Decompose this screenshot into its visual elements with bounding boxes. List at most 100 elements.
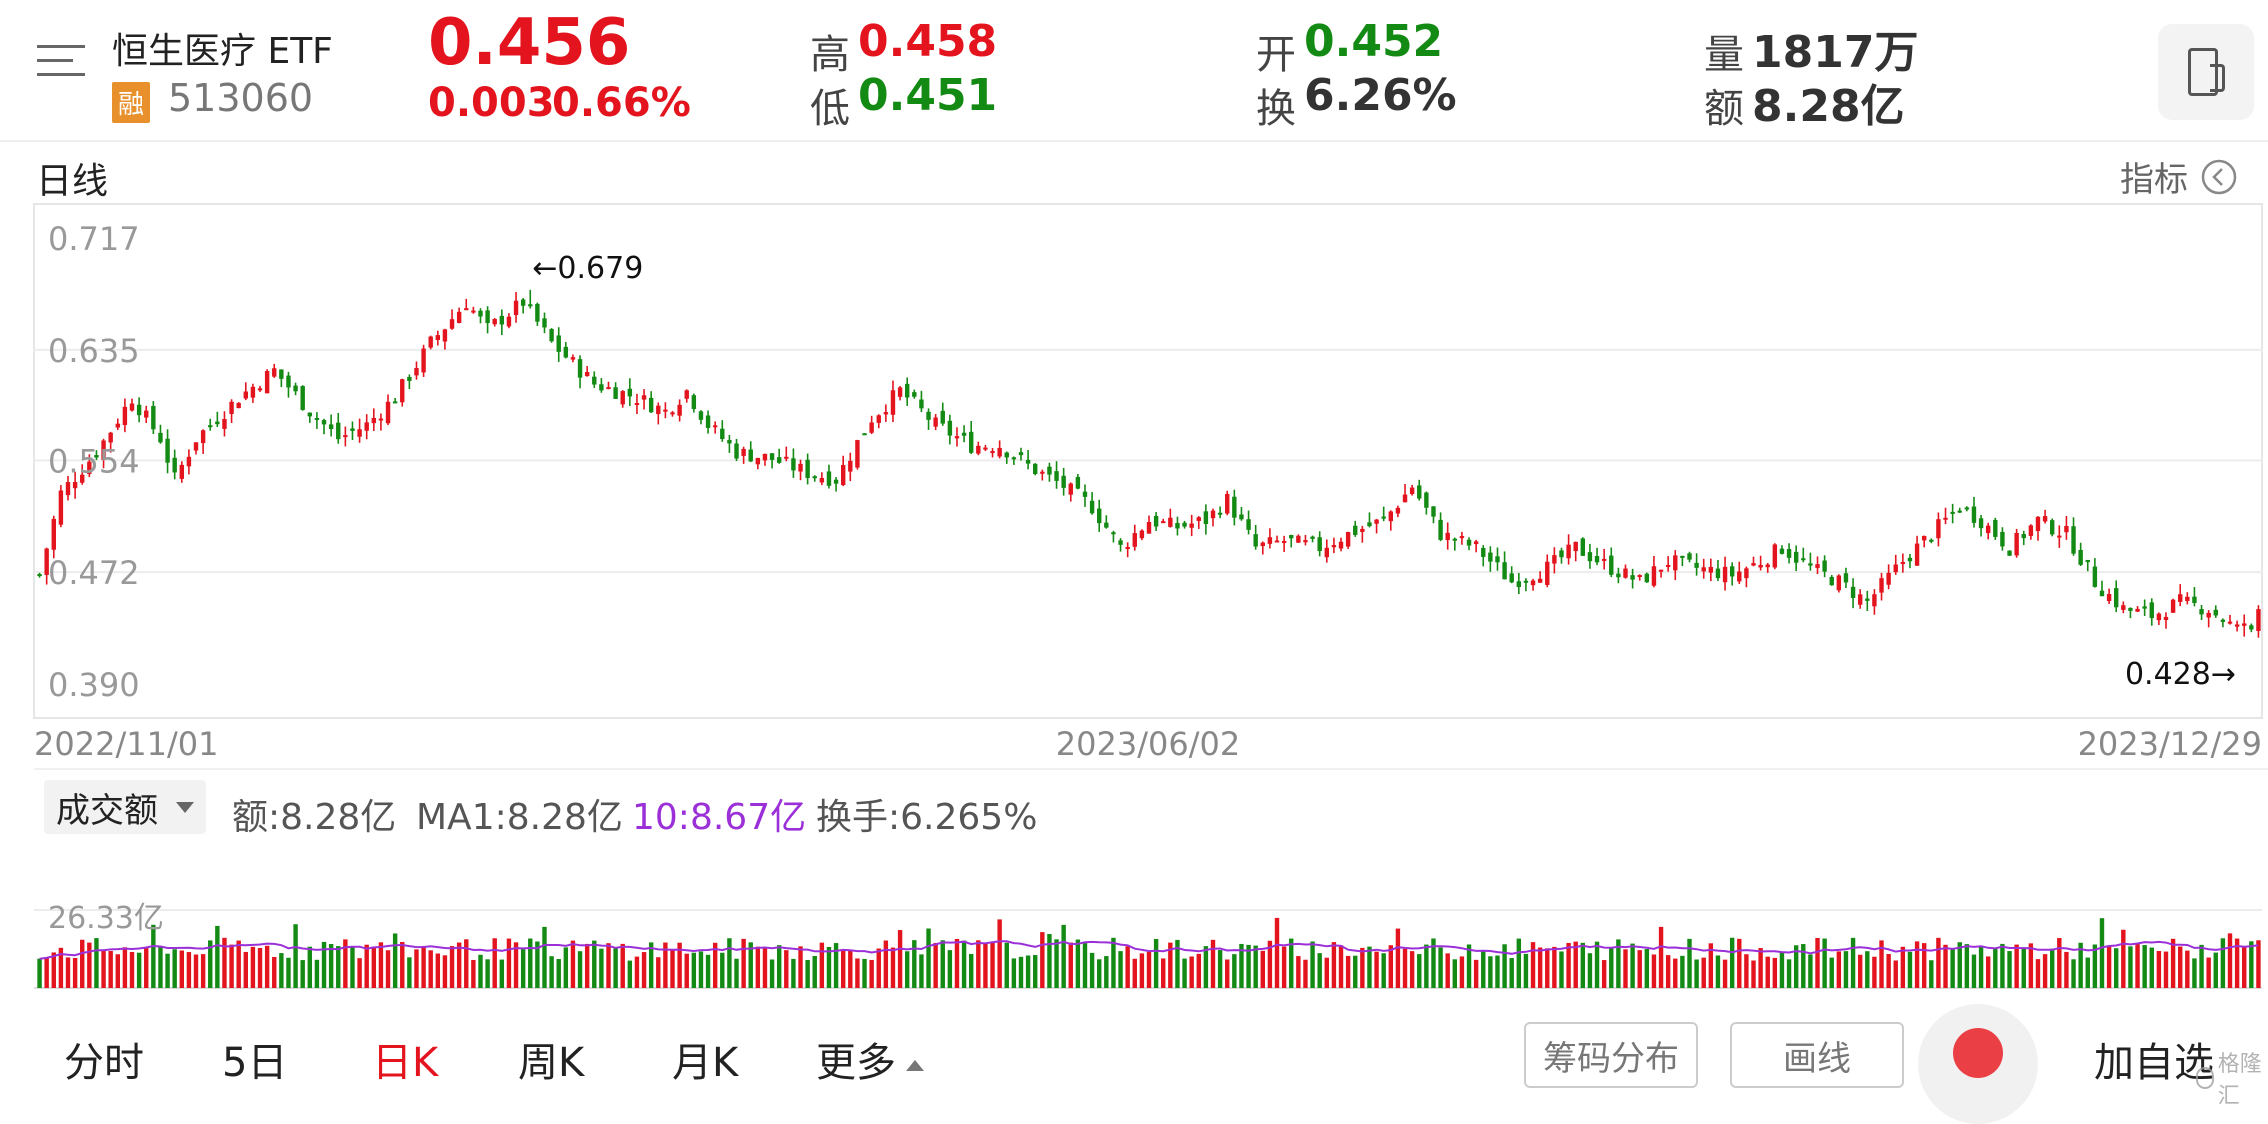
volume-bar — [1132, 958, 1137, 988]
add-watchlist-button[interactable]: 加自选 — [2094, 1030, 2214, 1088]
volume-bar — [1907, 951, 1913, 988]
volume-bar — [328, 943, 334, 988]
volume-bar — [791, 958, 796, 988]
tab-4[interactable]: 月K — [672, 1030, 738, 1088]
volume-bar — [577, 951, 583, 988]
candle-body — [215, 421, 220, 425]
volume-bar — [634, 956, 640, 988]
tab-3[interactable]: 周K — [518, 1030, 584, 1088]
tab-2[interactable]: 日K — [372, 1030, 438, 1088]
tab-5[interactable]: 更多 — [816, 1030, 924, 1088]
open-label: 开 — [1256, 32, 1296, 78]
volume-bar — [513, 942, 519, 988]
volume-bar — [1729, 937, 1735, 988]
volume-bar — [336, 946, 341, 988]
volume-bar — [919, 954, 924, 988]
candle-body — [698, 411, 704, 420]
candle-body — [2021, 534, 2026, 539]
volume-bar — [1381, 953, 1386, 988]
volume-bar — [456, 942, 462, 988]
candle-body — [172, 457, 177, 473]
candle-body — [926, 411, 931, 420]
candle-body — [784, 456, 789, 459]
candle-body — [1886, 572, 1891, 585]
candle-body — [1054, 471, 1059, 481]
candle-body — [641, 395, 647, 400]
candle-body — [1964, 507, 1970, 510]
candle-body — [513, 300, 519, 316]
candle-body — [2064, 525, 2069, 533]
volume-bar — [819, 942, 825, 988]
kline-chart[interactable]: 0.717 0.635 0.554 0.472 0.390 ←0.679 0.428→ 202… — [0, 200, 2268, 800]
candle-body — [933, 417, 938, 427]
volume-bar — [1765, 956, 1770, 988]
volume-bar — [1701, 957, 1706, 988]
menu-icon[interactable] — [37, 34, 85, 87]
volume-chart[interactable]: 26.33亿 — [0, 880, 2268, 1040]
volume-bar — [1950, 948, 1955, 988]
volume-bar — [215, 925, 220, 988]
candle-body — [1715, 568, 1721, 579]
candle-body — [2256, 609, 2261, 631]
candle-body — [1971, 506, 1977, 523]
record-button[interactable] — [1918, 1004, 2038, 1124]
volume-bar — [1708, 943, 1714, 988]
chip-distribution-button[interactable]: 筹码分布 — [1524, 1022, 1698, 1088]
x-tick-label: 2023/12/29 — [2078, 725, 2262, 763]
volume-bar — [1779, 952, 1785, 988]
candle-body — [1609, 555, 1614, 575]
volume-bar — [2099, 918, 2105, 988]
candle-body — [1680, 555, 1685, 558]
candle-body — [656, 405, 661, 415]
volume-bar — [2085, 957, 2090, 988]
volume-bar — [1025, 955, 1031, 988]
volume-bar — [755, 946, 761, 988]
device-switch-button[interactable] — [2158, 24, 2254, 120]
volume-bar — [990, 942, 995, 988]
candle-body — [1850, 586, 1856, 598]
price-change: 0.003 — [428, 80, 555, 126]
volume-bar — [2220, 938, 2226, 988]
candle-body — [151, 405, 156, 430]
volume-bar — [264, 945, 270, 988]
draw-line-button[interactable]: 画线 — [1730, 1022, 1904, 1088]
volume-bar — [58, 947, 64, 988]
volume-indicator-select[interactable]: 成交额 — [44, 780, 206, 834]
volume-bar — [1879, 940, 1884, 988]
amount-value: 8.28亿 — [1752, 81, 1905, 132]
candle-body — [748, 449, 753, 462]
candle-body — [2185, 596, 2190, 602]
volume-amount-text: 额:8.28亿 — [232, 797, 397, 838]
volume-bar — [1488, 956, 1493, 988]
candle-body — [193, 442, 199, 451]
volume-bar — [1345, 955, 1351, 988]
volume-bar — [592, 940, 597, 988]
volume-bar — [314, 959, 320, 988]
volume-bar — [151, 924, 156, 988]
volume-bar — [421, 945, 426, 988]
candle-body — [819, 477, 825, 483]
candle-body — [599, 384, 604, 391]
tab-1[interactable]: 5日 — [222, 1030, 287, 1088]
volume-divider — [34, 768, 2268, 770]
candle-body — [1210, 510, 1216, 519]
y-tick-label: 0.554 — [48, 442, 140, 480]
volume-bar — [2213, 952, 2218, 988]
candle-body — [1246, 519, 1251, 530]
candle-body — [961, 432, 967, 436]
caret-down-icon — [176, 801, 194, 813]
volume-bar — [1594, 941, 1600, 988]
candle-body — [1829, 576, 1834, 586]
candle-body — [1310, 536, 1315, 539]
volume-bar — [1843, 951, 1849, 988]
candle-body — [2057, 535, 2062, 538]
volume-bar — [400, 941, 405, 988]
tab-0[interactable]: 分时 — [64, 1030, 144, 1088]
candle-body — [506, 316, 512, 327]
volume-bar — [250, 946, 256, 988]
volume-bar — [798, 946, 803, 988]
indicator-button[interactable]: 指标 — [2120, 152, 2238, 201]
volume-bar — [1929, 960, 1934, 988]
candle-body — [2206, 612, 2211, 618]
volume-bar — [727, 938, 732, 988]
